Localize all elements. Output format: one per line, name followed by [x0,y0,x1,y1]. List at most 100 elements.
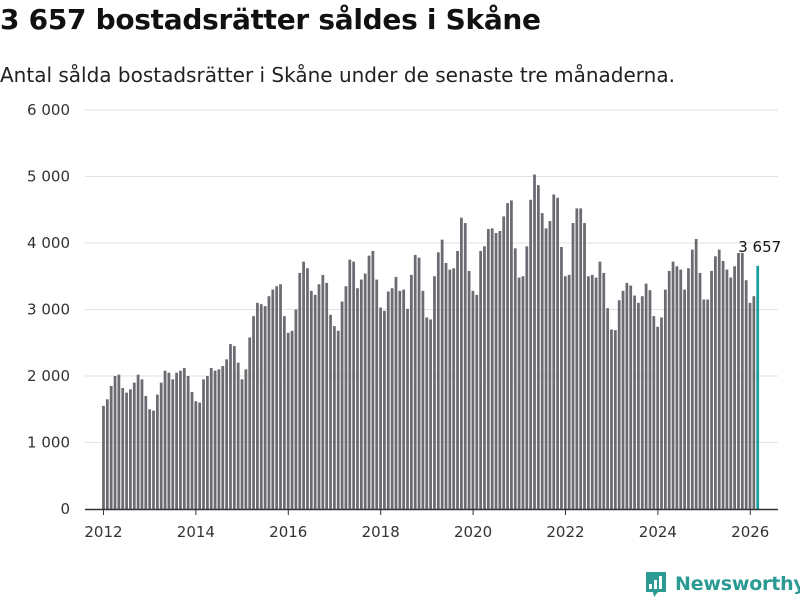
bar [348,259,352,509]
bar [132,382,136,509]
bar [290,330,294,509]
bar [706,299,710,509]
bar [386,291,390,509]
bar [694,239,698,509]
bar [540,213,544,509]
bar [690,249,694,509]
bar [640,296,644,509]
bar [206,376,209,509]
bar [467,270,471,509]
bar [102,405,105,509]
bar [175,372,178,509]
x-tick-label: 2014 [177,523,215,541]
y-tick-label: 0 [60,500,70,518]
bar [236,362,240,509]
x-tick-label: 2020 [454,523,492,541]
bar [513,248,517,509]
bar [456,250,459,510]
bar [610,329,613,509]
bar [486,229,490,509]
bar [717,249,721,509]
x-tick-label: 2026 [731,523,769,541]
bar [306,268,309,509]
bar [113,376,117,509]
bar [721,260,725,509]
axes [85,508,778,515]
bar [279,284,282,509]
y-tick-label: 3 000 [27,301,70,319]
bar [583,223,586,510]
bar [136,374,140,509]
bar [263,306,267,509]
bar [737,252,740,509]
bar [625,282,629,509]
bar [510,200,513,509]
bar [271,289,275,509]
bar [325,282,329,509]
bar [356,288,359,509]
bar [159,382,163,509]
bar [144,395,148,509]
bar [171,379,175,509]
bar [479,250,483,510]
bar [409,274,413,509]
bar [748,302,752,509]
bar [494,233,498,509]
bar [544,228,548,509]
bar [321,274,325,509]
bar [363,273,367,509]
bar [390,288,394,509]
bar [448,269,452,509]
newsworthy-logo-icon [646,572,666,597]
bar [579,208,583,510]
bar [471,290,475,509]
x-tick-label: 2016 [269,523,307,541]
x-tick-label: 2022 [546,523,584,541]
bar [613,330,617,509]
bar [633,295,636,509]
bar [148,409,152,509]
bar [383,310,386,509]
bar [202,379,205,509]
bar [629,285,633,509]
bar [502,216,506,509]
highlight-value-label: 3 657 [738,238,781,256]
brand-name: Newsworthy [675,573,800,595]
bar [294,309,298,509]
bar [498,231,502,509]
y-tick-label: 6 000 [27,101,70,119]
bar [436,252,440,509]
bar [317,284,321,509]
bar [675,266,679,509]
bar [155,394,159,509]
highlight-bar [756,265,760,509]
bar [606,308,610,509]
bar [286,332,290,509]
bar [186,376,190,509]
bar [359,279,363,509]
bar [713,256,717,509]
bar [648,290,652,509]
bar [259,304,263,509]
bar [398,290,402,509]
bar [402,289,406,509]
bar [282,316,286,509]
bar [617,300,621,509]
bar [313,294,317,509]
bar [529,199,533,509]
bar [198,402,202,509]
bar [490,228,494,509]
y-tick-label: 2 000 [27,367,70,385]
bar [752,296,756,509]
bar [710,270,713,509]
bar [217,369,221,509]
bar [483,246,486,509]
bar [517,277,521,509]
bar [725,269,729,509]
bar [105,399,109,509]
bar [521,276,525,509]
bar [194,401,198,509]
bar [733,266,737,509]
bar [367,255,371,509]
brand-logo: Newsworthy [644,569,800,599]
